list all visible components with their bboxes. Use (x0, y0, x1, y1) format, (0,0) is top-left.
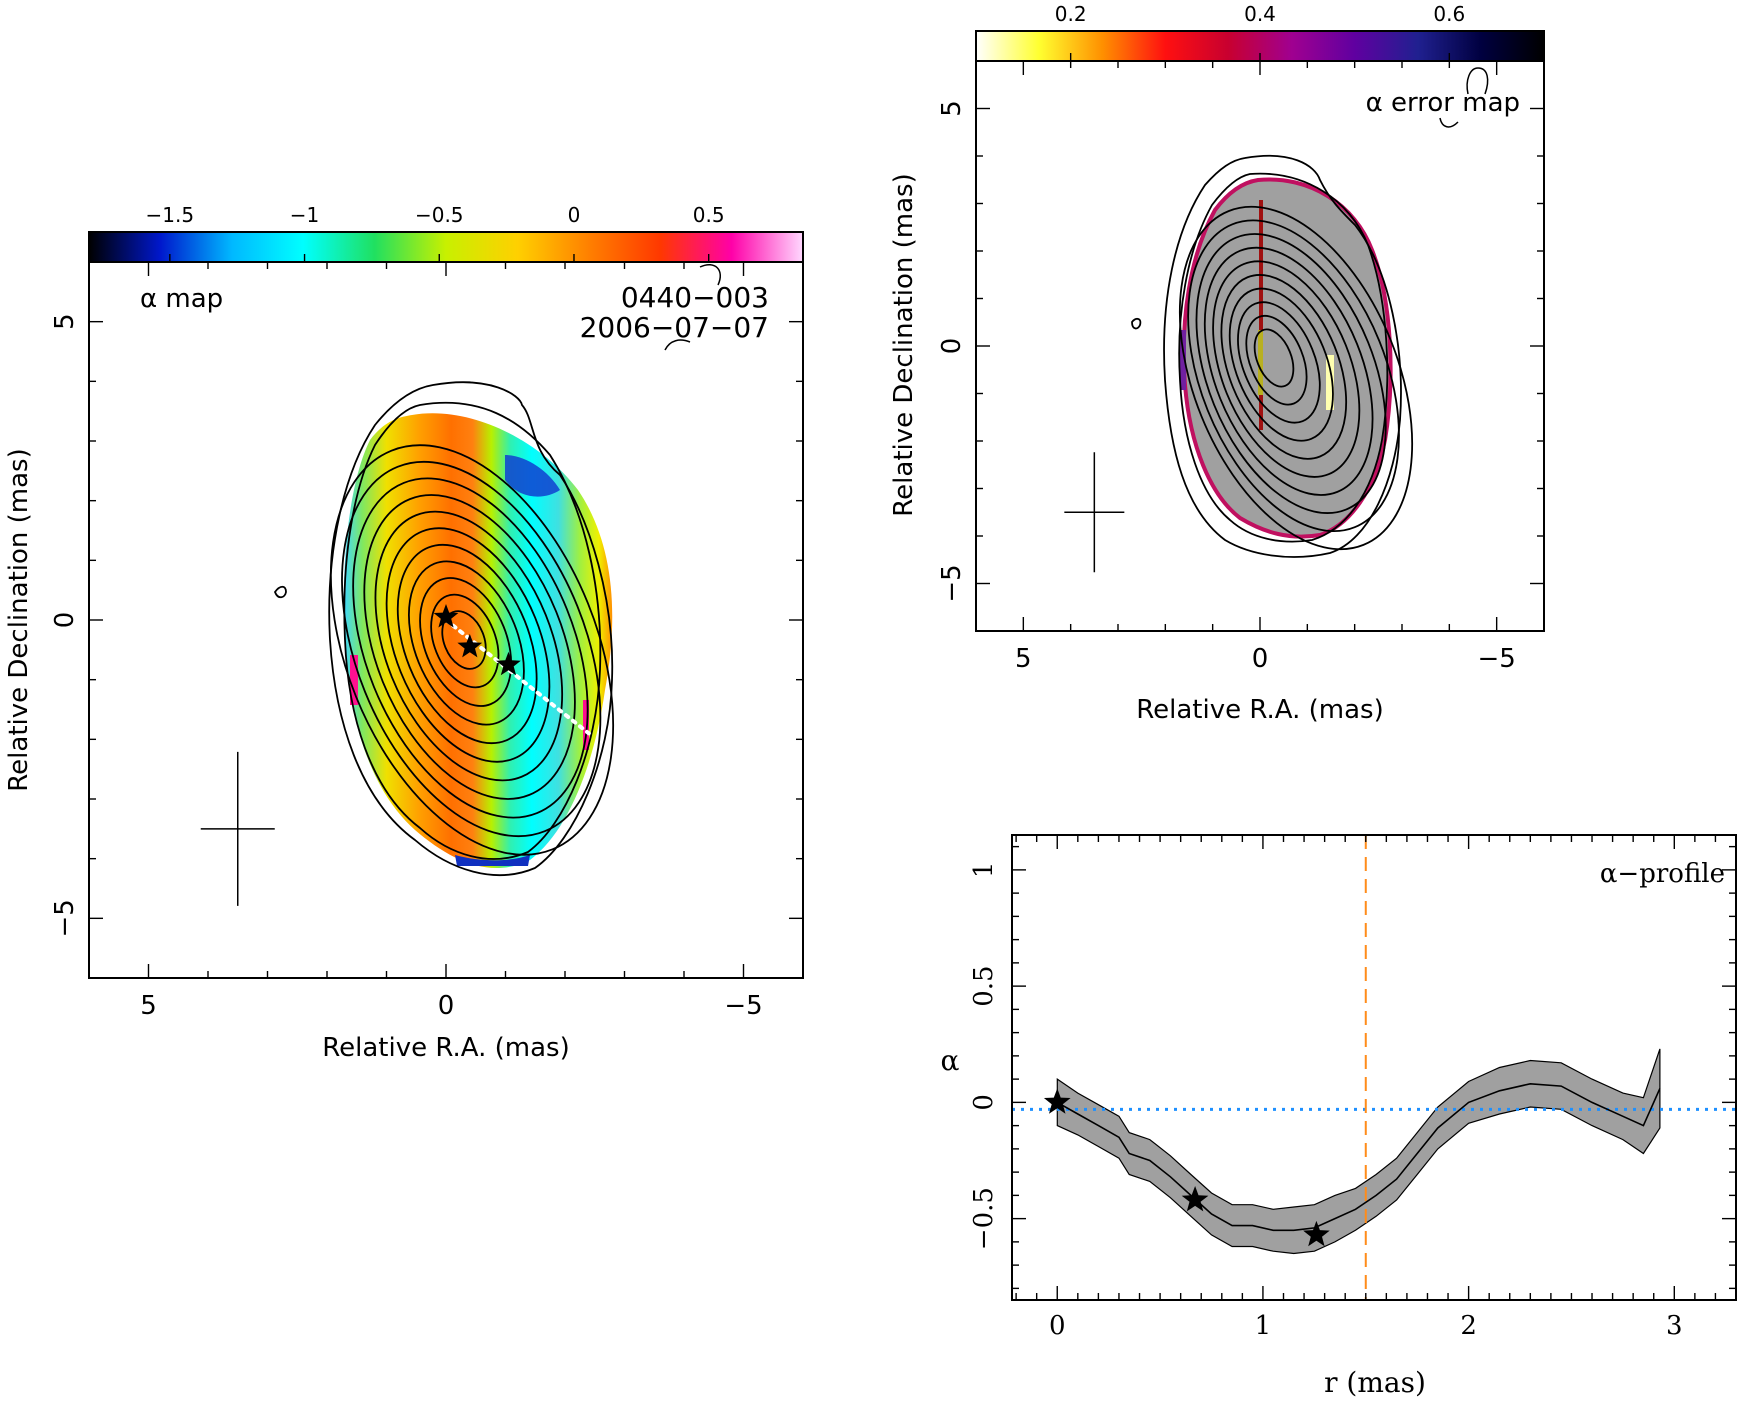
x-tick-label: 0 (438, 991, 455, 1021)
alpha-profile-error-band (1056, 1048, 1661, 1255)
y-tick-label: 1 (969, 862, 999, 879)
colorbar-tick-label: 0 (568, 203, 581, 227)
error-colorbar-ticks: 0.2 0.4 0.6 (1055, 2, 1465, 61)
alpha-map-beam-cross (200, 751, 275, 906)
x-tick-label: −5 (1478, 644, 1516, 674)
source-name: 0440−003 (621, 281, 769, 314)
y-tick-label: −5 (50, 899, 80, 937)
alpha-map-ylabel: Relative Declination (mas) (4, 448, 34, 791)
y-tick-label: 0 (969, 1094, 999, 1111)
error-map-label: α error map (1366, 88, 1520, 118)
alpha-profile-panel: 0 1 2 3 −0.5 0 0.5 1 α−profile r (mas) α (941, 834, 1737, 1399)
error-map-axis-ticks: 5 5 0 0 −5 −5 (937, 60, 1545, 674)
observation-date: 2006−07−07 (580, 311, 769, 344)
x-tick-label: 1 (1255, 1311, 1272, 1341)
alpha-map-panel: −1.5 −1 −0.5 0 0.5 5 5 0 0 −5 −5 (4, 203, 804, 1063)
x-tick-label: 0 (1252, 644, 1269, 674)
star-marker (1043, 1088, 1071, 1114)
source-annotation-arc (699, 264, 721, 286)
error-map-beam-cross (1064, 452, 1125, 573)
x-tick-label: −5 (724, 991, 762, 1021)
alpha-profile-xlabel: r (mas) (1324, 1366, 1426, 1399)
x-tick-label: 3 (1666, 1311, 1683, 1341)
star-marker (1181, 1186, 1209, 1212)
y-tick-label: 5 (50, 313, 80, 330)
alpha-colorbar-ticks: −1.5 −1 −0.5 0 0.5 (146, 203, 725, 262)
alpha-profile-label: α−profile (1600, 859, 1725, 889)
date-annotation-arc (664, 339, 691, 351)
y-tick-label: −0.5 (969, 1187, 999, 1250)
alpha-profile-axis-ticks: 0 1 2 3 −0.5 0 0.5 1 (969, 835, 1736, 1341)
error-label-annotation-arc (1466, 67, 1489, 95)
alpha-profile-line (1056, 1082, 1661, 1232)
colorbar-tick-label: 0.2 (1055, 2, 1087, 26)
alpha-profile-ylabel: α (941, 1044, 960, 1077)
error-map-panel: 0.2 0.4 0.6 5 5 0 0 −5 −5 α error map Relative … (889, 2, 1545, 725)
star-marker (457, 633, 483, 658)
alpha-map-xlabel: Relative R.A. (mas) (322, 1033, 569, 1063)
x-tick-label: 0 (1049, 1311, 1066, 1341)
y-tick-label: −5 (937, 564, 967, 602)
alpha-map-star-markers (433, 604, 521, 676)
x-tick-label: 5 (140, 991, 157, 1021)
alpha-profile-star-markers (1043, 1088, 1330, 1247)
error-map-contours (1131, 154, 1414, 558)
y-tick-label: 5 (937, 100, 967, 117)
star-marker (433, 604, 459, 628)
colorbar-tick-label: −0.5 (415, 203, 464, 227)
star-marker (1303, 1220, 1330, 1247)
alpha-profile-frame (1011, 834, 1737, 1301)
star-marker (496, 651, 521, 676)
y-tick-label: 0 (937, 338, 967, 355)
alpha-map-label: α map (140, 284, 223, 314)
alpha-colorbar (89, 232, 803, 262)
alpha-map-axis-ticks: 5 5 0 0 −5 −5 (50, 261, 804, 1021)
alpha-map-contours (273, 381, 615, 876)
colorbar-tick-label: −1 (290, 203, 319, 227)
colorbar-tick-label: 0.4 (1244, 2, 1276, 26)
y-tick-label: 0 (50, 612, 80, 629)
error-map-xlabel: Relative R.A. (mas) (1136, 695, 1383, 725)
error-map-ylabel: Relative Declination (mas) (889, 173, 919, 516)
x-tick-label: 2 (1460, 1311, 1477, 1341)
colorbar-tick-label: −1.5 (146, 203, 195, 227)
x-tick-label: 5 (1015, 644, 1032, 674)
y-tick-label: 0.5 (969, 965, 999, 1006)
alpha-map-fill (343, 413, 613, 869)
colorbar-tick-label: 0.5 (693, 203, 725, 227)
colorbar-tick-label: 0.6 (1433, 2, 1465, 26)
error-label-annotation-arc-2 (1439, 117, 1459, 128)
